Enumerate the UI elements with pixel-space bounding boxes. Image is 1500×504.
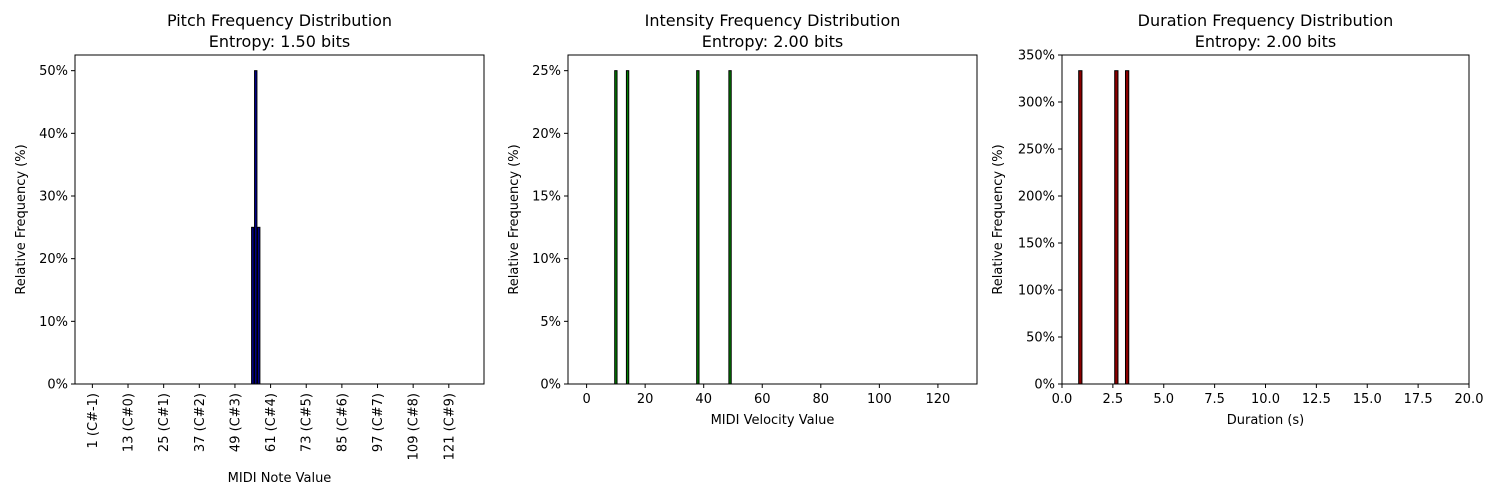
pitch-x-tick-label: 61 (C#4) bbox=[264, 393, 279, 452]
duration-chart: Duration Frequency Distribution Entropy:… bbox=[991, 11, 1483, 428]
pitch-x-tick-label: 97 (C#7) bbox=[371, 393, 386, 452]
pitch-x-tick-label: 85 (C#6) bbox=[335, 393, 350, 452]
intensity-chart-frame bbox=[567, 54, 978, 385]
duration-x-tick-label: 5.0 bbox=[1153, 392, 1174, 407]
pitch-bar bbox=[251, 226, 255, 385]
duration-x-tick-label: 2.5 bbox=[1103, 392, 1124, 407]
duration-y-tick-label: 200% bbox=[1018, 190, 1055, 205]
intensity-y-tick-label: 5% bbox=[540, 315, 561, 330]
duration-x-tick-label: 15.0 bbox=[1353, 392, 1382, 407]
pitch-chart-title: Pitch Frequency Distribution bbox=[167, 11, 392, 30]
pitch-x-tick-label: 109 (C#8) bbox=[407, 393, 422, 460]
pitch-chart-subtitle: Entropy: 1.50 bits bbox=[209, 32, 350, 51]
pitch-chart: Pitch Frequency Distribution Entropy: 1.… bbox=[14, 11, 485, 486]
pitch-x-tick-label: 49 (C#3) bbox=[228, 393, 243, 452]
intensity-x-tick-label: 0 bbox=[582, 392, 590, 407]
duration-y-tick-label: 0% bbox=[1034, 378, 1055, 393]
pitch-x-tick-label: 37 (C#2) bbox=[193, 393, 208, 452]
pitch-chart-y-ticks: 0% 10% 20% 30% 40% 50% bbox=[39, 64, 75, 393]
pitch-chart-xlabel: MIDI Note Value bbox=[228, 471, 332, 486]
pitch-bar bbox=[254, 70, 258, 385]
pitch-y-tick-label: 40% bbox=[39, 127, 68, 142]
intensity-chart: Intensity Frequency Distribution Entropy… bbox=[507, 11, 978, 428]
duration-y-tick-label: 100% bbox=[1018, 284, 1055, 299]
pitch-chart-x-ticks: 1 (C#-1) 13 (C#0) 25 (C#1) 37 (C#2) 49 (C#3)… bbox=[86, 384, 457, 460]
intensity-y-tick-label: 20% bbox=[532, 127, 561, 142]
intensity-chart-y-ticks: 0% 5% 10% 15% 20% 25% bbox=[532, 64, 568, 393]
pitch-y-tick-label: 0% bbox=[47, 378, 68, 393]
pitch-chart-ylabel: Relative Frequency (%) bbox=[14, 144, 29, 294]
intensity-chart-ylabel: Relative Frequency (%) bbox=[507, 144, 522, 294]
duration-y-tick-label: 300% bbox=[1018, 96, 1055, 111]
pitch-y-tick-label: 10% bbox=[39, 315, 68, 330]
duration-x-tick-label: 20.0 bbox=[1455, 392, 1484, 407]
duration-y-tick-label: 150% bbox=[1018, 237, 1055, 252]
duration-x-tick-label: 12.5 bbox=[1302, 392, 1331, 407]
duration-chart-subtitle: Entropy: 2.00 bits bbox=[1195, 32, 1336, 51]
duration-y-tick-label: 250% bbox=[1018, 143, 1055, 158]
intensity-chart-x-ticks: 0 20 40 60 80 100 120 bbox=[582, 384, 950, 407]
duration-x-tick-label: 7.5 bbox=[1204, 392, 1225, 407]
intensity-bar bbox=[696, 70, 700, 385]
duration-y-tick-label: 50% bbox=[1026, 331, 1055, 346]
duration-bar bbox=[1078, 70, 1083, 385]
duration-x-tick-label: 10.0 bbox=[1251, 392, 1280, 407]
intensity-x-tick-label: 120 bbox=[926, 392, 951, 407]
pitch-x-tick-label: 121 (C#9) bbox=[442, 393, 457, 460]
intensity-x-tick-label: 40 bbox=[695, 392, 712, 407]
intensity-y-tick-label: 15% bbox=[532, 190, 561, 205]
intensity-bar bbox=[625, 70, 630, 385]
duration-chart-ylabel: Relative Frequency (%) bbox=[991, 144, 1006, 294]
intensity-bar bbox=[728, 70, 732, 385]
duration-chart-y-ticks: 0% 50% 100% 150% 200% 250% 300% 350% bbox=[1018, 49, 1062, 393]
duration-x-tick-label: 0.0 bbox=[1052, 392, 1073, 407]
intensity-x-tick-label: 80 bbox=[813, 392, 830, 407]
pitch-y-tick-label: 50% bbox=[39, 64, 68, 79]
duration-bar bbox=[1114, 70, 1119, 385]
intensity-x-tick-label: 100 bbox=[867, 392, 892, 407]
intensity-y-tick-label: 0% bbox=[540, 378, 561, 393]
pitch-x-tick-label: 13 (C#0) bbox=[122, 393, 137, 452]
intensity-x-tick-label: 60 bbox=[754, 392, 771, 407]
intensity-bar bbox=[614, 70, 618, 385]
intensity-chart-xlabel: MIDI Velocity Value bbox=[711, 413, 835, 428]
pitch-x-tick-label: 1 (C#-1) bbox=[86, 393, 101, 448]
duration-chart-title: Duration Frequency Distribution bbox=[1138, 11, 1394, 30]
pitch-y-tick-label: 30% bbox=[39, 190, 68, 205]
duration-y-tick-label: 350% bbox=[1018, 49, 1055, 64]
duration-bar bbox=[1124, 70, 1130, 385]
intensity-y-tick-label: 10% bbox=[532, 252, 561, 267]
duration-chart-frame bbox=[1061, 54, 1470, 385]
pitch-bar bbox=[257, 226, 261, 385]
intensity-chart-title: Intensity Frequency Distribution bbox=[645, 11, 901, 30]
duration-x-tick-label: 17.5 bbox=[1404, 392, 1433, 407]
pitch-x-tick-label: 73 (C#5) bbox=[300, 393, 315, 452]
intensity-chart-subtitle: Entropy: 2.00 bits bbox=[702, 32, 843, 51]
pitch-y-tick-label: 20% bbox=[39, 252, 68, 267]
duration-chart-xlabel: Duration (s) bbox=[1227, 413, 1305, 428]
intensity-y-tick-label: 25% bbox=[532, 64, 561, 79]
intensity-x-tick-label: 20 bbox=[637, 392, 654, 407]
pitch-x-tick-label: 25 (C#1) bbox=[157, 393, 172, 452]
duration-chart-x-ticks: 0.0 2.5 5.0 7.5 10.0 12.5 15.0 17.5 20.0 bbox=[1052, 384, 1484, 407]
pitch-chart-frame bbox=[74, 54, 485, 385]
